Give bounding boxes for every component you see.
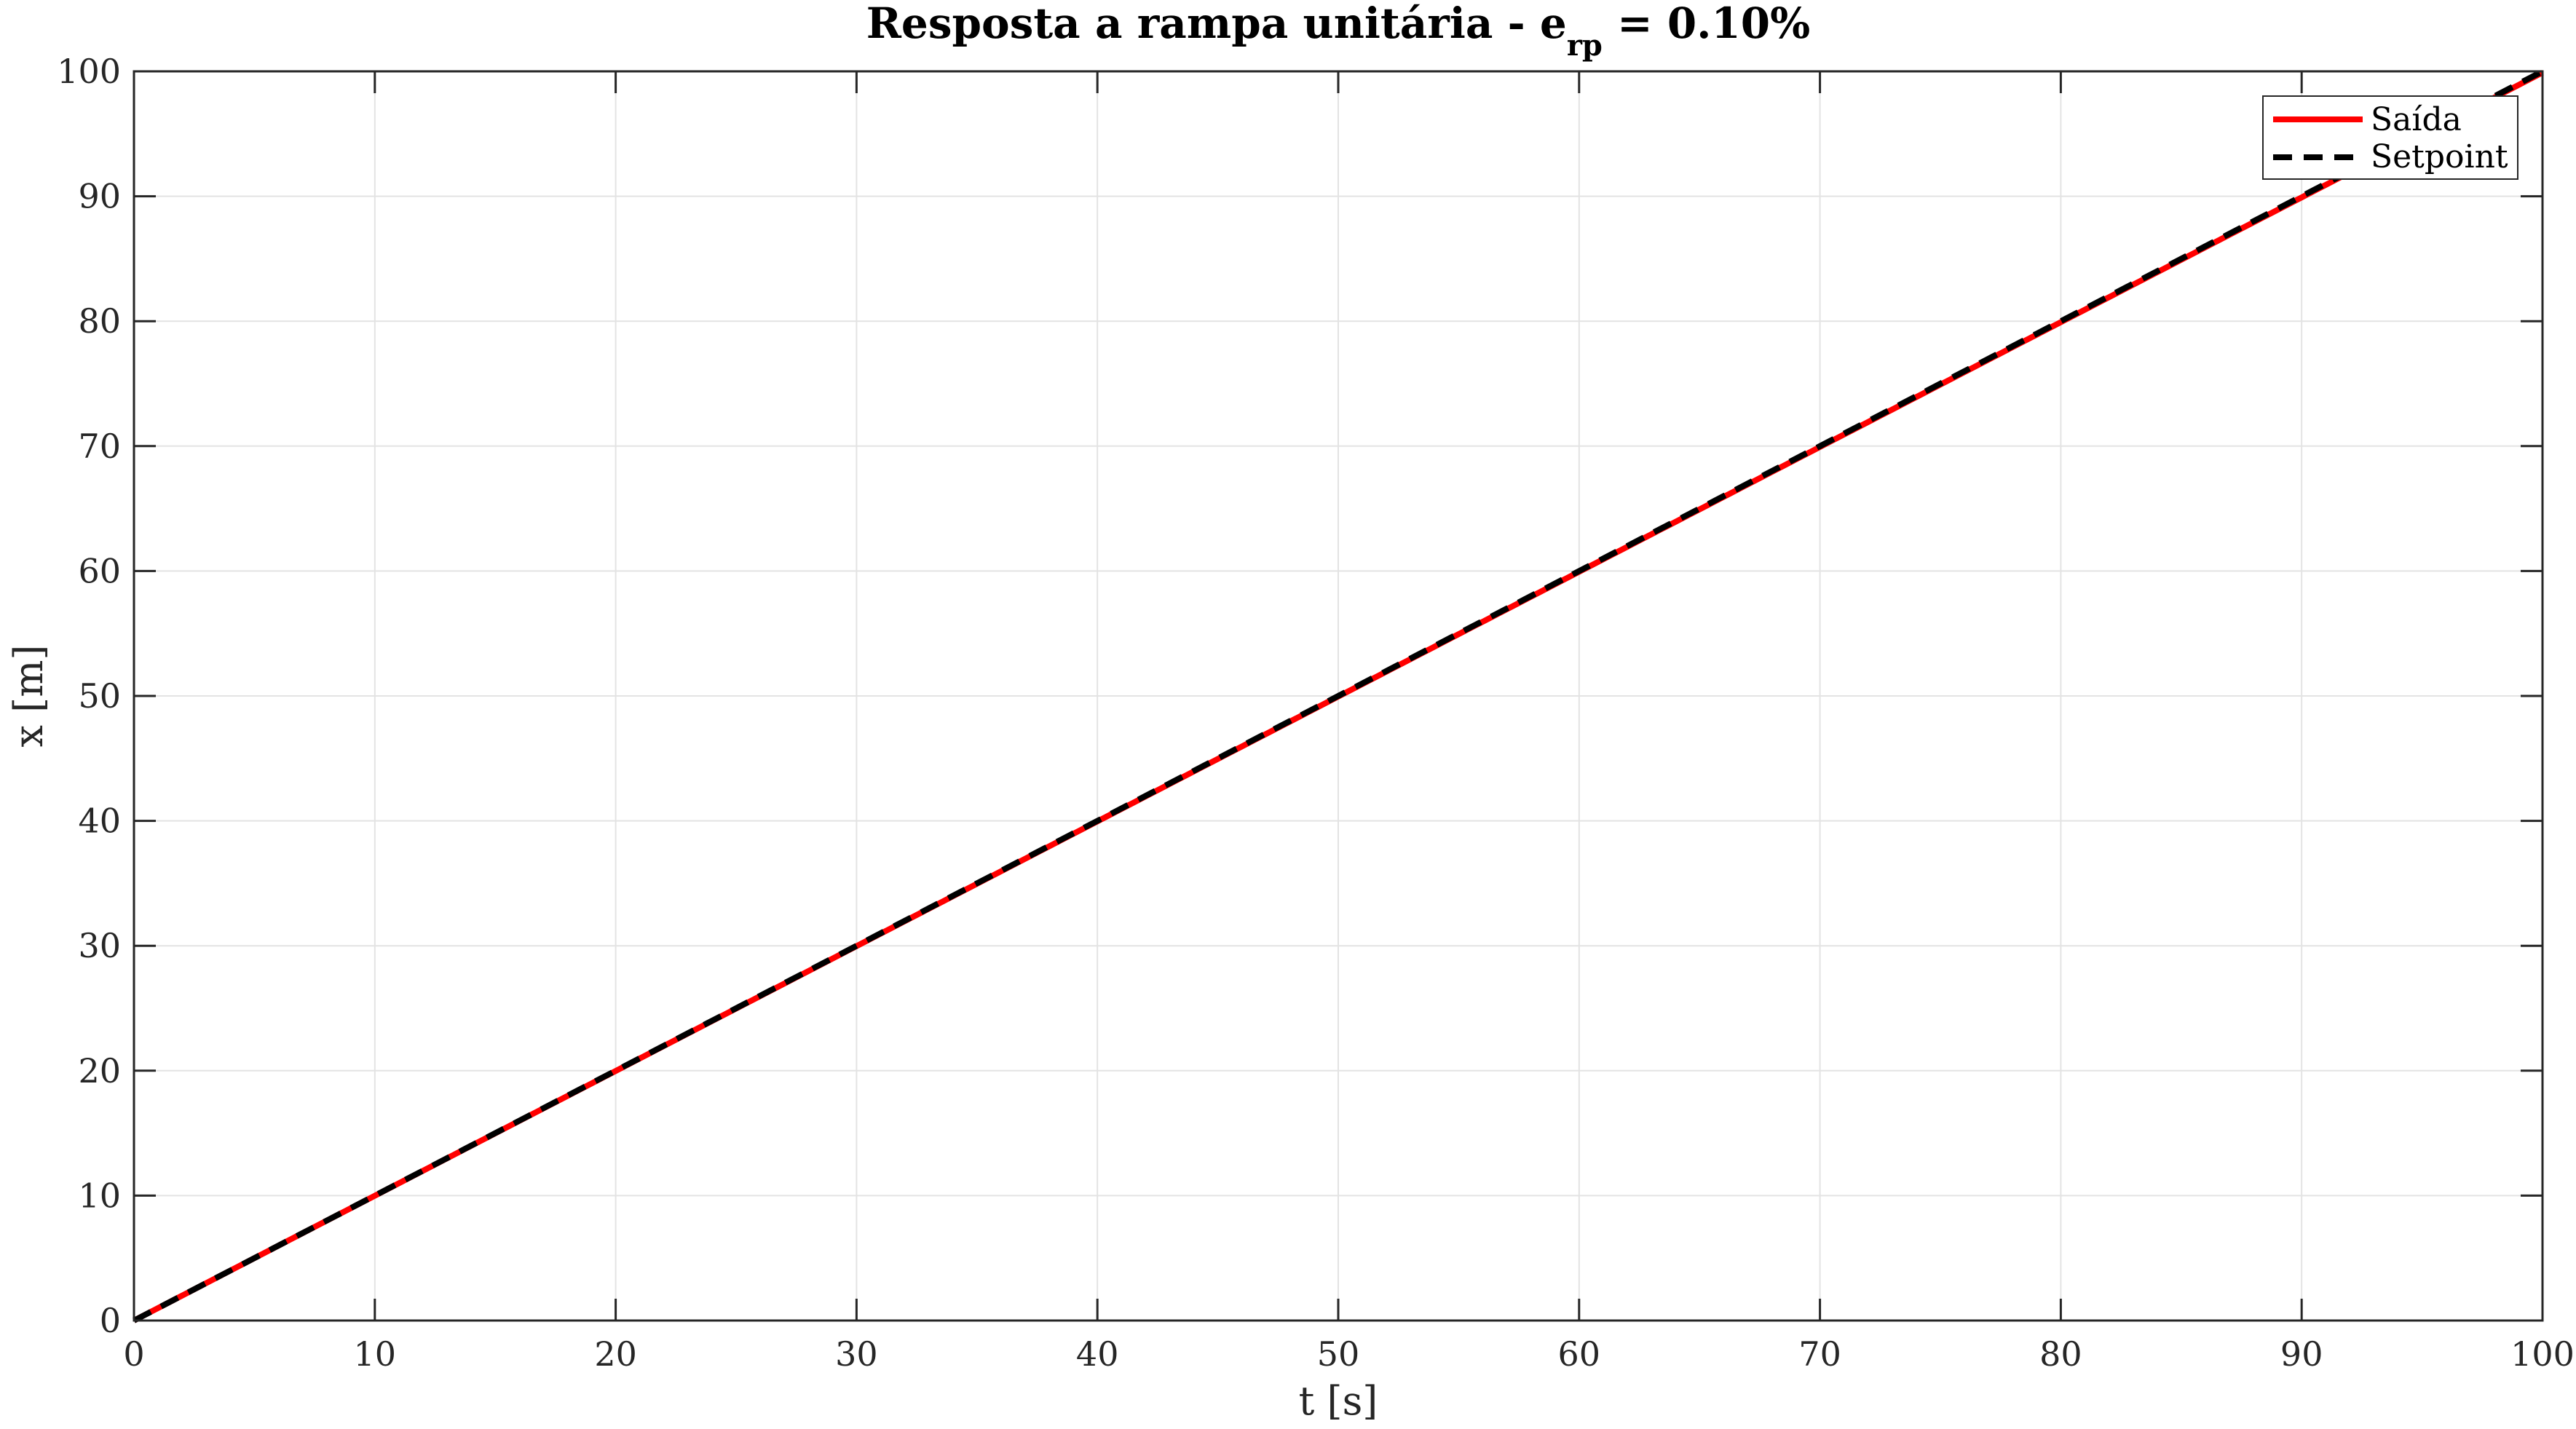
y-tick-label: 50 <box>78 676 121 716</box>
chart-title-suffix: = 0.10% <box>1603 0 1810 48</box>
chart-title: Resposta a rampa unitária - erp = 0.10% <box>866 0 1811 63</box>
series-line-setpoint <box>133 68 2544 1323</box>
legend-box <box>2262 95 2518 180</box>
chart-title-main: Resposta a rampa unitária - e <box>866 0 1567 48</box>
x-tick-label: 0 <box>123 1334 144 1374</box>
legend-label-saida: Saída <box>2371 101 2462 138</box>
x-tick-label: 100 <box>2510 1334 2575 1374</box>
x-tick-label: 60 <box>1558 1334 1601 1374</box>
x-tick-label: 10 <box>354 1334 397 1374</box>
legend: Saída Setpoint <box>2262 95 2518 180</box>
x-axis-label: t [s] <box>1299 1378 1378 1424</box>
x-axis-ticks: 0 10 20 30 40 50 60 70 80 90 100 <box>123 71 2575 1374</box>
y-tick-label: 30 <box>78 926 121 965</box>
y-tick-label: 90 <box>78 177 121 216</box>
legend-label-setpoint: Setpoint <box>2371 138 2508 175</box>
y-tick-label: 60 <box>78 551 121 590</box>
y-tick-label: 70 <box>78 427 121 466</box>
x-tick-label: 30 <box>835 1334 878 1374</box>
y-tick-label: 40 <box>78 801 121 841</box>
x-tick-label: 20 <box>594 1334 637 1374</box>
y-tick-label: 20 <box>78 1051 121 1090</box>
y-tick-label: 100 <box>57 52 121 91</box>
chart-title-subscript: rp <box>1567 28 1603 63</box>
x-tick-label: 70 <box>1798 1334 1841 1374</box>
series-lines <box>133 68 2544 1323</box>
y-tick-label: 10 <box>78 1176 121 1215</box>
x-tick-label: 90 <box>2280 1334 2323 1374</box>
x-tick-label: 40 <box>1076 1334 1119 1374</box>
y-axis-label: x [m] <box>6 645 52 748</box>
x-tick-label: 50 <box>1317 1334 1360 1374</box>
x-tick-label: 80 <box>2039 1334 2082 1374</box>
y-tick-label: 80 <box>78 301 121 341</box>
y-axis-ticks: 0 10 20 30 40 50 60 70 80 90 100 <box>57 52 2543 1340</box>
y-tick-label: 0 <box>100 1301 121 1340</box>
